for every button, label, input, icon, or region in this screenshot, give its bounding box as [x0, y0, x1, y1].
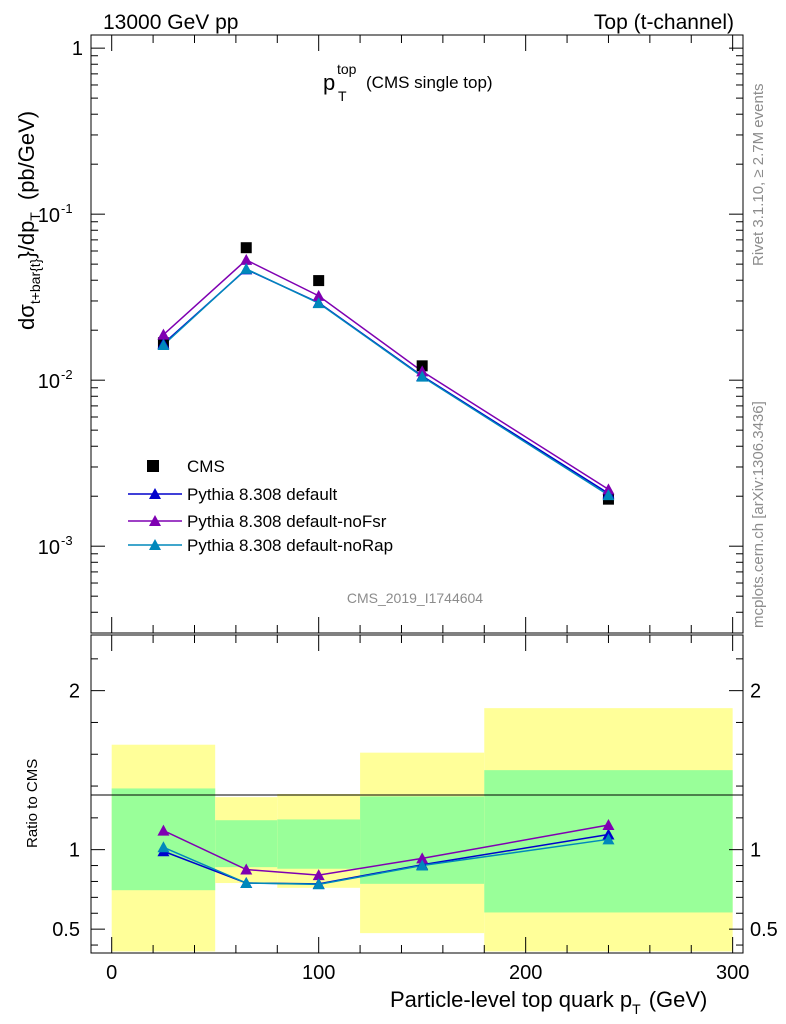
- x-tick-label: 0: [106, 962, 117, 984]
- series-line-default: [162, 268, 609, 495]
- plot-title-main: p: [323, 70, 335, 95]
- y-label-part2: }/dp: [14, 221, 39, 259]
- x-label-main: Particle-level top quark p: [390, 987, 632, 1012]
- x-tick-label: 200: [509, 962, 542, 984]
- data-point-norap: [240, 262, 253, 274]
- y-tick-label-exponent: -1: [61, 201, 73, 216]
- data-point-nofsr: [157, 328, 170, 340]
- ratio-y-tick-label-right: 2: [750, 681, 761, 703]
- mcplots-side-text: mcplots.cern.ch [arXiv:1306.3436]: [750, 401, 767, 628]
- y-label-unit: (pb/GeV): [14, 111, 39, 200]
- svg-text:Ratio to CMS: Ratio to CMS: [24, 759, 41, 848]
- x-tick-label: 100: [302, 962, 335, 984]
- y-tick-label: 1: [72, 38, 83, 60]
- series-line-nofsr: [162, 259, 609, 490]
- band-inner: [111, 788, 216, 891]
- series-line-norap: [162, 268, 609, 496]
- legend-label-default: Pythia 8.308 default: [187, 485, 338, 504]
- svg-text:Rivet 3.1.10, ≥ 2.7M events: Rivet 3.1.10, ≥ 2.7M events: [750, 84, 767, 267]
- legend-marker-nofsr: [149, 515, 161, 526]
- ratio-point-norap: [416, 859, 429, 871]
- y-tick-label: 10: [38, 205, 60, 227]
- legend-label-nofsr: Pythia 8.308 default-noFsr: [187, 512, 387, 531]
- data-point-nofsr: [312, 289, 325, 301]
- ratio-point-nofsr: [240, 863, 253, 875]
- legend: CMS Pythia 8.308 default Pythia 8.308 de…: [128, 457, 393, 555]
- plot-title-note: (CMS single top): [366, 73, 493, 92]
- main-plot-panel: 110-110-210-3 p top T (CMS single top) C…: [38, 34, 744, 634]
- ratio-axis-ticks: 0.5 0.5 1 1 2 2 0 100 200 300: [52, 635, 778, 984]
- y-label-part1: dσ: [14, 304, 39, 330]
- legend-marker-default: [149, 488, 161, 499]
- band-inner: [360, 796, 485, 884]
- ratio-point-norap: [312, 878, 325, 890]
- legend-marker-norap: [149, 539, 161, 550]
- ratio-plot-panel: 0.5 0.5 1 1 2 2 0 100 200 300: [52, 634, 778, 984]
- data-point-nofsr: [240, 253, 253, 265]
- main-series-markers: [157, 242, 615, 505]
- ratio-uncertainty-bands: [111, 708, 733, 952]
- plot-title-sup: top: [337, 61, 357, 77]
- ratio-point-nofsr: [602, 819, 615, 831]
- ratio-y-tick-label-right: 0.5: [750, 919, 778, 941]
- ratio-point-nofsr: [416, 852, 429, 864]
- svg-text:mcplots.cern.ch [arXiv:1306.34: mcplots.cern.ch [arXiv:1306.3436]: [750, 401, 767, 628]
- ratio-point-norap: [602, 833, 615, 845]
- x-label-sub: T: [632, 1001, 641, 1017]
- y-tick-label-exponent: -2: [61, 367, 73, 382]
- x-axis-label: Particle-level top quark pT (GeV): [390, 987, 707, 1017]
- data-point-cms: [313, 275, 325, 287]
- ratio-frame: [90, 634, 744, 954]
- legend-marker-cms: [147, 460, 159, 472]
- svg-text:dσt+bar{t}}/dpT(pb/GeV): dσt+bar{t}}/dpT (pb/GeV): [14, 111, 43, 330]
- x-label-unit: (GeV): [649, 987, 708, 1012]
- ratio-point-nofsr: [312, 869, 325, 881]
- ratio-point-norap: [240, 877, 253, 889]
- legend-label-norap: Pythia 8.308 default-noRap: [187, 536, 393, 555]
- data-point-norap: [602, 489, 615, 501]
- analysis-watermark: CMS_2019_I1744604: [347, 590, 483, 606]
- ratio-point-norap: [157, 841, 170, 853]
- band-inner: [277, 819, 361, 869]
- ratio-y-tick-label-right: 1: [750, 840, 761, 862]
- plot-title-sub: T: [338, 88, 347, 104]
- x-tick-label: 300: [716, 962, 749, 984]
- main-y-axis-label: dσt+bar{t}}/dpT (pb/GeV): [14, 111, 43, 330]
- ratio-y-axis-label: Ratio to CMS: [24, 759, 41, 848]
- y-tick-label: 10: [38, 537, 60, 559]
- main-axis-ticks: 110-110-210-3: [38, 35, 743, 634]
- y-tick-label: 10: [38, 371, 60, 393]
- header-left: 13000 GeV pp: [103, 11, 238, 34]
- data-point-cms: [240, 242, 252, 254]
- data-point-norap: [157, 338, 170, 350]
- data-point-norap: [312, 297, 325, 309]
- ratio-point-nofsr: [157, 824, 170, 836]
- ratio-y-tick-label: 2: [69, 681, 80, 703]
- legend-label-cms: CMS: [187, 457, 225, 476]
- y-label-sub2: T: [27, 212, 43, 221]
- rivet-side-text: Rivet 3.1.10, ≥ 2.7M events: [750, 84, 767, 267]
- header-right: Top (t-channel): [594, 11, 734, 34]
- data-point-norap: [416, 370, 429, 382]
- ratio-y-tick-label: 1: [69, 840, 80, 862]
- main-series-lines: [162, 259, 609, 496]
- y-label-sub1: t+bar{t}: [27, 258, 43, 304]
- ratio-y-tick-label: 0.5: [52, 919, 80, 941]
- ratio-series-markers: [157, 819, 615, 890]
- svg-text:Particle-level top quark pT(Ge: Particle-level top quark pT (GeV): [390, 987, 707, 1017]
- y-tick-label-exponent: -3: [61, 533, 73, 548]
- data-point-nofsr: [602, 483, 615, 495]
- main-frame: [90, 34, 744, 634]
